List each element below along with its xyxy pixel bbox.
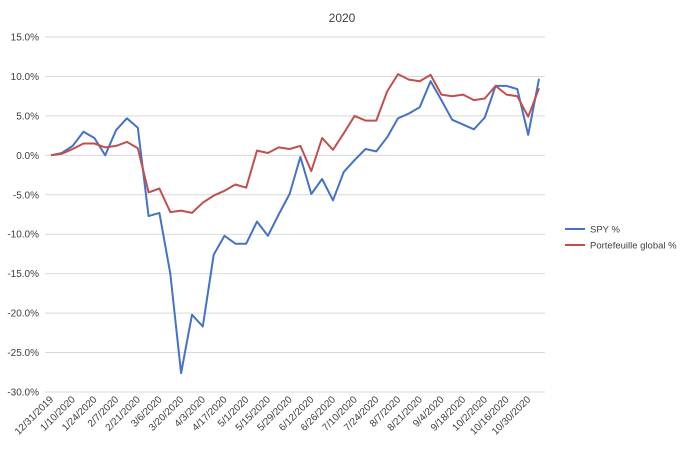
y-tick-label: 15.0% (11, 33, 39, 44)
chart-title: 2020 (329, 11, 356, 25)
y-tick-label: 5.0% (16, 111, 39, 122)
y-tick-label: -15.0% (7, 269, 39, 280)
legend: SPY % Portefeuille global % (565, 225, 677, 252)
y-tick-label: 10.0% (11, 72, 39, 83)
series-line-portfolio (50, 73, 540, 214)
y-tick-label: -20.0% (7, 309, 39, 320)
series-lines (50, 73, 540, 375)
y-axis: 15.0% 10.0% 5.0% 0.0% -5.0% -10.0% -15.0% -20.0… (7, 33, 39, 399)
y-tick-label: 0.0% (16, 151, 39, 162)
y-tick-label: -30.0% (7, 388, 39, 399)
gridlines (45, 36, 545, 393)
y-tick-label: -25.0% (7, 348, 39, 359)
legend-label: Portefeuille global % (590, 241, 677, 252)
y-tick-label: -10.0% (7, 230, 39, 241)
series-line-spy (50, 78, 540, 375)
y-tick-label: -5.0% (13, 190, 39, 201)
legend-label: SPY % (590, 225, 620, 236)
